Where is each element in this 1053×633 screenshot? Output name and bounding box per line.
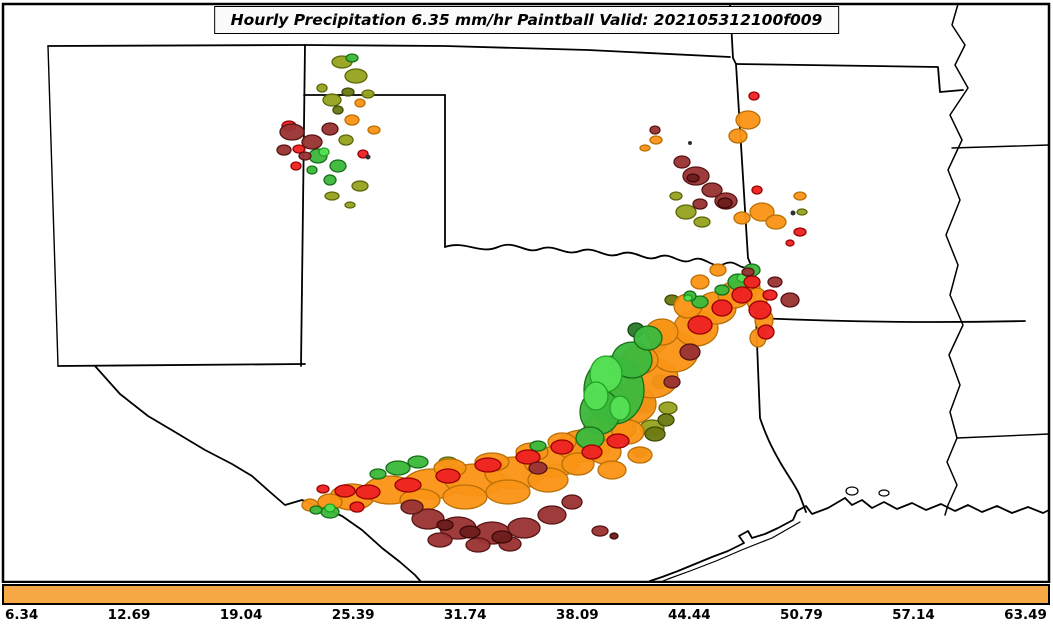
state-border-lat37 [47,44,731,58]
state-border-la-ms [956,433,1050,439]
state-border-tn-ms [951,144,1050,149]
plot-title: Hourly Precipitation 6.35 mm/hr Paintbal… [213,6,840,34]
barrier-islands [657,521,801,583]
gulf-coast-louisiana [844,497,1050,514]
colorbar-tick: 25.39 [331,607,375,623]
map-canvas [1,2,1051,583]
coastal-lake [845,486,859,496]
colorbar-tick: 6.34 [5,607,39,623]
state-border-nm-west [47,45,59,367]
colorbar-tick: 50.79 [780,607,823,623]
colorbar-fill [2,584,1050,605]
mississippi-river [944,3,969,516]
map-speckles [365,141,796,216]
colorbar-tick: 19.04 [219,607,263,623]
paintball-members-green [306,53,761,519]
paintball-members-red [281,91,807,513]
colorbar-tick: 38.09 [555,607,599,623]
colorbar-tick: 12.69 [107,607,151,623]
paintball-members-bright-green [318,147,748,513]
paintball-members-maroon [276,122,800,553]
coastal-lake [878,489,890,497]
state-border-tx-ar-la [752,269,807,513]
paintball-members-olive [316,55,808,477]
state-border-ar-la [755,317,1026,323]
gulf-coast-texas [645,497,846,583]
rio-grande-border [94,365,423,583]
state-border-nm-tx-east [300,44,306,367]
paintball-members-dark-maroon [436,173,733,544]
colorbar-ticks: 6.34 12.69 19.04 25.39 31.74 38.09 44.44… [3,607,1049,623]
colorbar-tick: 63.49 [1004,607,1047,623]
colorbar [2,584,1050,605]
state-borders [47,3,1050,583]
colorbar-tick: 57.14 [892,607,935,623]
map-frame [1,2,1051,583]
state-border-nm-south [57,363,306,367]
colorbar-tick: 31.74 [443,607,487,623]
state-border-mo-ar [735,63,964,93]
red-river-border [444,243,754,271]
colorbar-tick: 44.44 [667,607,711,623]
